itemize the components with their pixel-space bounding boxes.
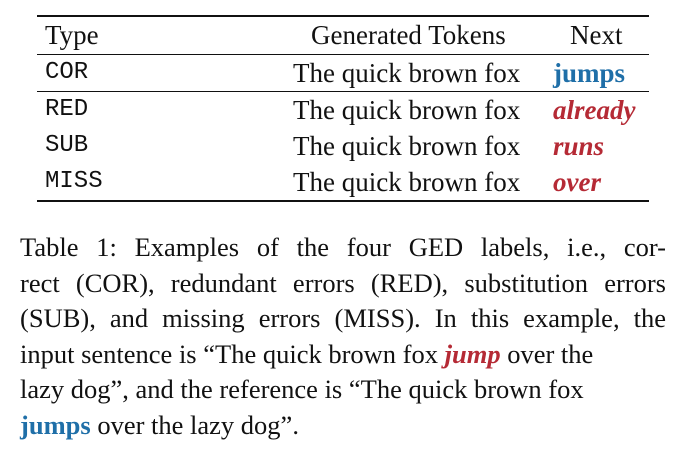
ged-label-table: Type Generated Tokens Next COR The quick… bbox=[37, 15, 649, 202]
caption-line: lazy dog”, and the reference is “The qui… bbox=[20, 374, 584, 404]
row-tokens: The quick brown fox bbox=[293, 131, 521, 161]
caption-text: over the lazy dog”. bbox=[90, 409, 299, 440]
table-header-row: Type Generated Tokens Next bbox=[37, 17, 649, 54]
table-top-rule bbox=[37, 15, 649, 17]
row-type: SUB bbox=[45, 132, 89, 159]
caption-line: input sentence is “The quick brown fox j… bbox=[20, 337, 666, 373]
row-next-token: runs bbox=[553, 131, 605, 161]
table-caption: Table 1: Examples of the four GED labels… bbox=[20, 230, 666, 443]
header-type: Type bbox=[45, 20, 99, 50]
row-next-token: jumps bbox=[553, 58, 626, 88]
table-row: SUB The quick brown fox runs bbox=[37, 128, 649, 164]
table-bottom-rule bbox=[37, 200, 649, 202]
table-row: RED The quick brown fox already bbox=[37, 92, 649, 128]
row-next-token: already bbox=[553, 95, 636, 125]
caption-text: input sentence is “The quick brown fox bbox=[20, 338, 445, 369]
table-row: COR The quick brown fox jumps bbox=[37, 55, 649, 91]
table-header-rule bbox=[37, 54, 649, 55]
row-tokens: The quick brown fox bbox=[293, 58, 521, 88]
caption-reference-word: jumps bbox=[20, 409, 91, 440]
table-row-rule bbox=[37, 91, 649, 92]
row-tokens: The quick brown fox bbox=[293, 167, 521, 197]
row-type: COR bbox=[45, 59, 89, 86]
header-next: Next bbox=[570, 20, 623, 50]
table-row: MISS The quick brown fox over bbox=[37, 164, 649, 200]
caption-line: Table 1: Examples of the four GED labels… bbox=[20, 232, 666, 262]
row-next-token: over bbox=[553, 167, 601, 197]
caption-text: over the bbox=[500, 338, 594, 369]
row-type: RED bbox=[45, 96, 89, 123]
row-type: MISS bbox=[45, 168, 103, 195]
header-generated-tokens: Generated Tokens bbox=[311, 20, 506, 50]
caption-line: (SUB), and missing errors (MISS). In thi… bbox=[20, 303, 666, 333]
caption-line: jumps over the lazy dog”. bbox=[20, 408, 666, 444]
caption-input-word: jump bbox=[444, 338, 501, 369]
row-tokens: The quick brown fox bbox=[293, 95, 521, 125]
caption-line: rect (COR), redundant errors (RED), subs… bbox=[20, 267, 666, 298]
